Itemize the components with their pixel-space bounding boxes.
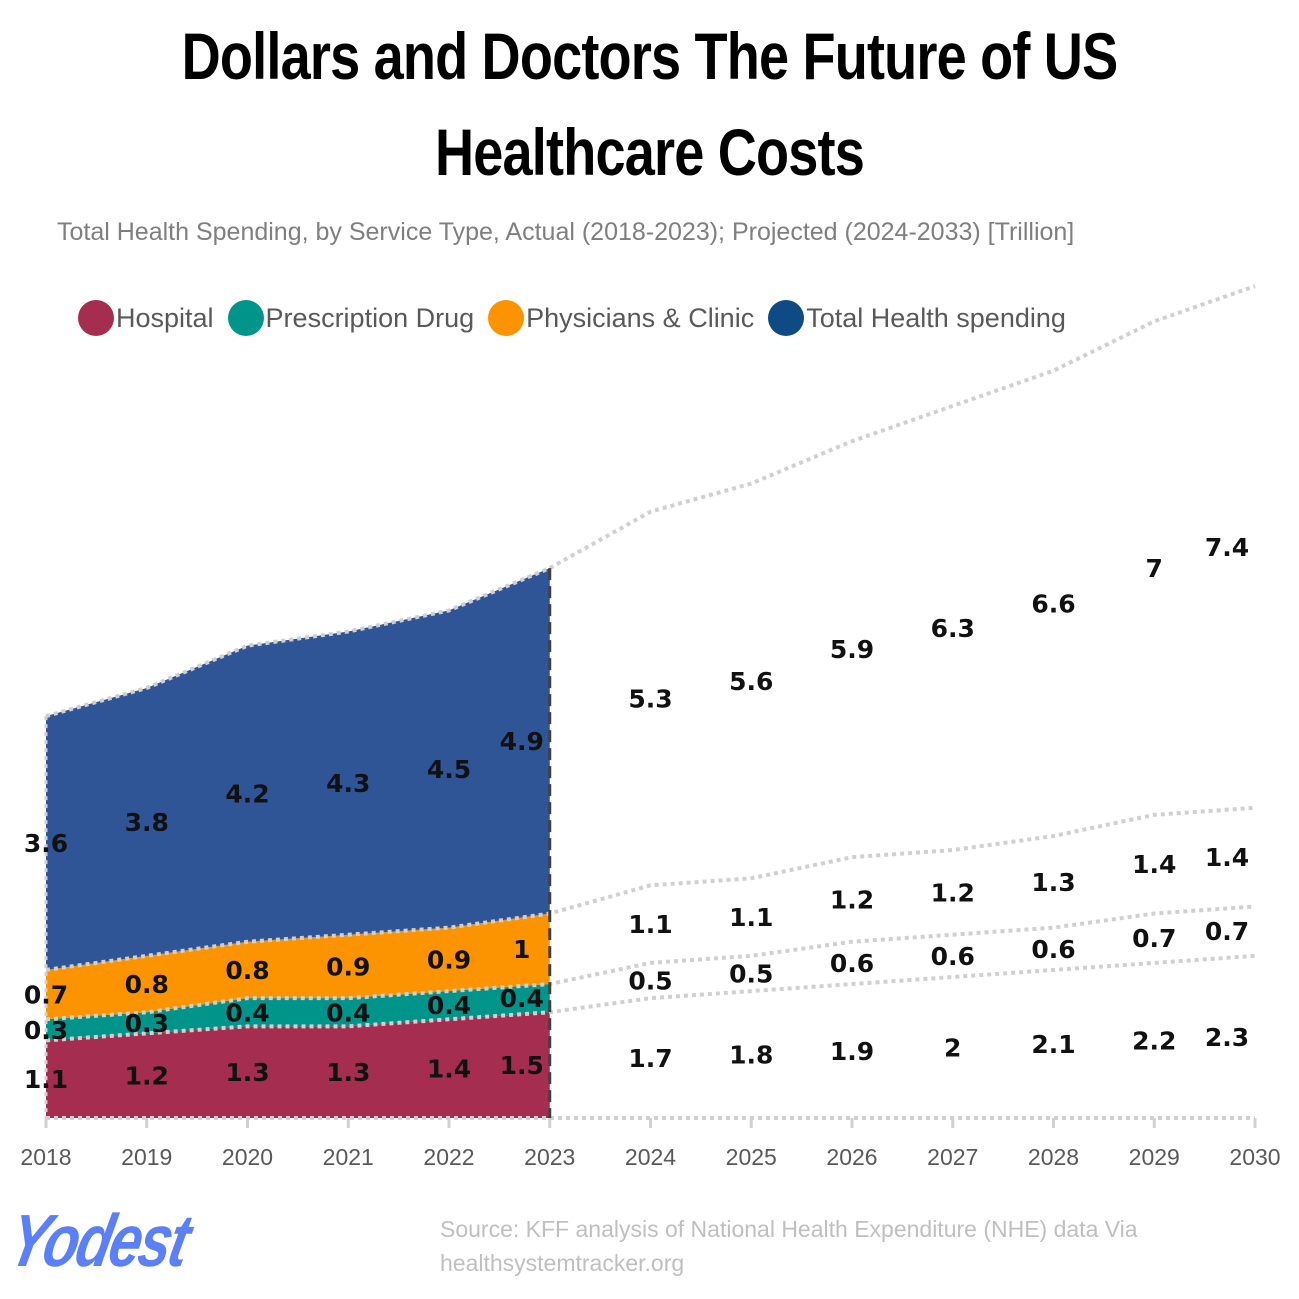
data-label: 1.2	[125, 1062, 169, 1091]
data-label: 0.4	[326, 998, 370, 1027]
legend-marker	[227, 300, 264, 336]
x-tick-label: 2026	[826, 1144, 877, 1170]
legend-marker	[488, 300, 525, 336]
x-tick-label: 2019	[121, 1144, 172, 1170]
data-label: 0.9	[427, 945, 471, 974]
data-label: 0.7	[24, 981, 68, 1010]
data-label: 7.4	[1205, 533, 1249, 562]
data-label: 4.9	[500, 727, 544, 756]
data-label: 1.2	[931, 878, 975, 907]
data-label: 0.3	[24, 1016, 68, 1045]
data-label: 1.4	[1205, 843, 1249, 872]
data-label: 0.4	[500, 984, 544, 1013]
data-label: 3.8	[125, 808, 169, 837]
source-note: Source: KFF analysis of National Health …	[440, 1216, 1138, 1276]
data-label: 6.3	[931, 614, 975, 643]
data-label: 1.5	[500, 1051, 544, 1080]
data-label: 0.9	[326, 952, 370, 981]
area-total-health-spending	[46, 568, 550, 970]
data-label: 1.4	[1132, 850, 1176, 879]
series-line-3	[45, 805, 1256, 972]
x-tick-label: 2020	[222, 1144, 273, 1170]
data-label: 1.1	[628, 910, 672, 939]
x-tick-label: 2029	[1129, 1144, 1180, 1170]
x-tick-label: 2028	[1028, 1144, 1079, 1170]
data-label: 2.3	[1205, 1023, 1249, 1052]
data-label: 1.3	[326, 1058, 370, 1087]
x-tick-label: 2030	[1229, 1144, 1280, 1170]
series-line-2	[45, 904, 1256, 1022]
yodest-logo: Yodest	[2, 1199, 197, 1282]
data-label: 1.2	[830, 885, 874, 914]
data-label: 0.6	[931, 942, 975, 971]
data-label: 7	[1146, 554, 1163, 583]
legend-item: Prescription Drug	[227, 300, 475, 336]
data-label: 0.7	[1132, 924, 1176, 953]
data-label: 5.3	[628, 685, 672, 714]
data-label: 1	[513, 935, 530, 964]
data-label: 0.8	[225, 956, 269, 985]
legend-label: Total Health spending	[806, 302, 1066, 333]
data-label: 4.5	[427, 755, 471, 784]
data-label: 0.8	[125, 970, 169, 999]
data-label: 1.3	[1031, 868, 1075, 897]
legend-label: Hospital	[116, 302, 214, 333]
data-label: 4.3	[326, 769, 370, 798]
legend-item: Total Health spending	[768, 300, 1066, 336]
data-label: 0.3	[125, 1009, 169, 1038]
data-label: 5.6	[729, 667, 773, 696]
data-label: 2	[944, 1034, 961, 1063]
data-label: 1.9	[830, 1037, 874, 1066]
data-label: 1.1	[729, 903, 773, 932]
data-label: 4.2	[225, 780, 269, 809]
data-label: 1.3	[225, 1058, 269, 1087]
chart-title: Dollars and Doctors The Future of US Hea…	[181, 19, 1119, 189]
data-label: 3.6	[24, 829, 68, 858]
x-tick-label: 2018	[20, 1144, 71, 1170]
x-tick-label: 2025	[726, 1144, 777, 1170]
data-label: 0.5	[628, 967, 672, 996]
data-label: 0.7	[1205, 917, 1249, 946]
data-label: 0.5	[729, 959, 773, 988]
legend-marker	[78, 300, 114, 336]
legend-label: Prescription Drug	[265, 302, 475, 333]
legend-item: Physicians & Clinic	[488, 300, 754, 336]
data-label: 1.1	[24, 1065, 68, 1094]
legend: Hospital Prescription Drug Physicians & Cl…	[78, 300, 1080, 336]
area-prescription-drug	[46, 984, 550, 1041]
data-label: 6.6	[1031, 589, 1075, 618]
series-line-1	[45, 953, 1256, 1043]
data-label: 0.4	[427, 991, 471, 1020]
data-label: 1.7	[628, 1044, 672, 1073]
data-label: 0.6	[830, 949, 874, 978]
x-tick-label: 2027	[927, 1144, 978, 1170]
x-tick-label: 2021	[323, 1144, 374, 1170]
x-tick-label: 2022	[423, 1144, 474, 1170]
data-label: 1.8	[729, 1041, 773, 1070]
data-label: 0.6	[1031, 935, 1075, 964]
x-tick-label: 2023	[524, 1144, 575, 1170]
chart-subtitle: Total Health Spending, by Service Type, …	[57, 218, 1075, 246]
data-label: 2.1	[1031, 1030, 1075, 1059]
data-label: 5.9	[830, 635, 874, 664]
area-hospital	[46, 1012, 550, 1118]
series-line-4	[45, 284, 1256, 719]
legend-marker	[768, 300, 805, 336]
legend-item: Hospital	[78, 300, 214, 336]
x-tick-label: 2024	[625, 1144, 676, 1170]
data-label: 2.2	[1132, 1026, 1176, 1055]
data-label: 1.4	[427, 1055, 471, 1084]
data-label: 0.4	[225, 998, 269, 1027]
legend-label: Physicians & Clinic	[526, 302, 755, 333]
